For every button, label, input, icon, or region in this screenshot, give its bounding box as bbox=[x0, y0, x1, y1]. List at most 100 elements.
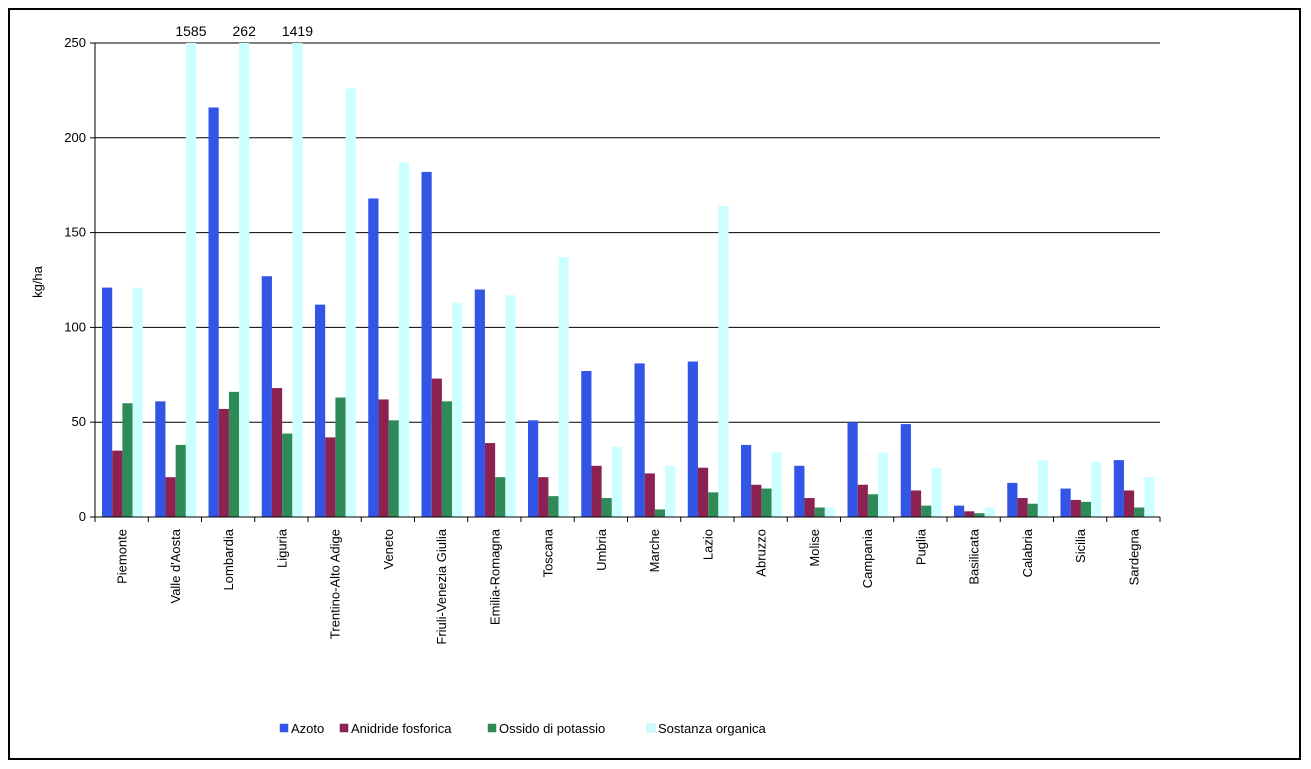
legend-swatch bbox=[339, 723, 349, 733]
x-tick-label: Campania bbox=[860, 528, 875, 588]
x-tick-label: Molise bbox=[807, 529, 822, 567]
bar bbox=[665, 465, 676, 517]
bar bbox=[1027, 503, 1038, 517]
bar bbox=[847, 422, 858, 517]
bar bbox=[218, 408, 229, 517]
bar bbox=[165, 477, 176, 517]
bar bbox=[474, 289, 485, 517]
overflow-value-label: 1419 bbox=[282, 23, 313, 39]
y-tick-label: 250 bbox=[64, 35, 86, 50]
bar bbox=[271, 388, 283, 517]
bar bbox=[1144, 477, 1155, 517]
bar bbox=[1060, 488, 1071, 517]
bar bbox=[484, 443, 496, 517]
bar bbox=[335, 397, 346, 517]
bar bbox=[122, 403, 133, 517]
gridlines bbox=[95, 42, 1160, 423]
x-tick-label: Sicilia bbox=[1073, 528, 1088, 563]
bar bbox=[378, 399, 389, 517]
bar bbox=[431, 378, 442, 517]
bar bbox=[718, 206, 729, 517]
bar bbox=[634, 363, 645, 517]
bar bbox=[804, 498, 815, 517]
bar bbox=[1017, 498, 1028, 517]
bar bbox=[132, 287, 143, 517]
x-tick-label: Puglia bbox=[913, 528, 928, 565]
bar bbox=[984, 507, 995, 517]
bar bbox=[102, 287, 113, 517]
bar bbox=[910, 490, 922, 517]
bar bbox=[931, 467, 942, 517]
bar bbox=[771, 452, 782, 517]
bar bbox=[591, 465, 602, 517]
bar bbox=[794, 465, 805, 517]
y-tick-label: 150 bbox=[64, 225, 86, 240]
bar bbox=[974, 513, 985, 517]
bar bbox=[857, 484, 868, 517]
bar bbox=[558, 257, 569, 517]
bar bbox=[1080, 501, 1092, 517]
bar bbox=[398, 162, 410, 517]
bar bbox=[1123, 490, 1135, 517]
bar bbox=[452, 302, 463, 517]
axes: 0 50 100 150 200 250 Piemonte Valle d'Aosta Lomb… bbox=[64, 35, 1161, 645]
legend-label: Ossido di potassio bbox=[499, 721, 605, 736]
bar bbox=[208, 107, 219, 518]
legend[interactable]: Azoto Anidride fosforica Ossido di potassi… bbox=[279, 721, 766, 736]
bar bbox=[388, 420, 399, 517]
bar bbox=[921, 505, 932, 517]
x-tick-label: Piemonte bbox=[115, 529, 130, 584]
bar bbox=[239, 43, 250, 517]
bar-chart: 0 50 100 150 200 250 Piemonte Valle d'Aosta Lomb… bbox=[30, 23, 1161, 736]
bar bbox=[548, 496, 559, 517]
bar bbox=[814, 507, 825, 517]
x-tick-label: Marche bbox=[647, 529, 662, 572]
bar bbox=[751, 484, 762, 517]
bar bbox=[1134, 507, 1145, 517]
bar bbox=[1070, 499, 1081, 517]
x-tick-label: Friuli-Venezia Giulia bbox=[434, 528, 449, 644]
x-tick-label: Liguria bbox=[274, 528, 289, 568]
x-tick-label: Calabria bbox=[1020, 528, 1035, 577]
x-tick-label: Trentino-Alto Adige bbox=[328, 529, 343, 639]
chart-frame: 0 50 100 150 200 250 Piemonte Valle d'Aosta Lomb… bbox=[8, 8, 1301, 760]
bar bbox=[368, 198, 379, 518]
y-tick-label: 100 bbox=[64, 319, 86, 334]
bar bbox=[325, 437, 336, 517]
bar bbox=[644, 473, 655, 517]
legend-swatch bbox=[279, 723, 289, 733]
bar bbox=[900, 424, 911, 517]
bar bbox=[228, 391, 240, 517]
legend-label: Azoto bbox=[291, 721, 324, 736]
x-tick-label: Sardegna bbox=[1126, 528, 1141, 585]
bar bbox=[687, 361, 698, 517]
overflow-value-label: 1585 bbox=[175, 23, 206, 39]
x-tick-label: Umbria bbox=[594, 528, 609, 571]
y-tick-label: 50 bbox=[72, 414, 86, 429]
x-tick-label: Toscana bbox=[541, 528, 556, 577]
x-tick-label: Lombardia bbox=[221, 528, 236, 590]
x-tick-label: Emilia-Romagna bbox=[487, 528, 502, 625]
bar bbox=[528, 420, 539, 517]
y-axis-title: kg/ha bbox=[30, 265, 45, 298]
legend-swatch bbox=[487, 723, 497, 733]
bar bbox=[1007, 482, 1018, 517]
bar bbox=[282, 433, 293, 517]
bar bbox=[878, 452, 889, 517]
y-tick-label: 200 bbox=[64, 130, 86, 145]
bar bbox=[741, 444, 752, 517]
x-tick-label: Abruzzo bbox=[754, 529, 769, 577]
bar bbox=[538, 477, 549, 517]
bar bbox=[155, 401, 166, 517]
bar bbox=[964, 511, 975, 517]
bar bbox=[824, 507, 836, 517]
bar bbox=[954, 505, 965, 517]
bar bbox=[611, 446, 623, 517]
bar bbox=[345, 88, 356, 517]
legend-label: Sostanza organica bbox=[658, 721, 766, 736]
x-tick-label: Lazio bbox=[700, 529, 715, 560]
bar bbox=[708, 492, 719, 517]
bar bbox=[441, 401, 453, 517]
bar bbox=[495, 477, 506, 517]
legend-swatch bbox=[646, 723, 656, 733]
